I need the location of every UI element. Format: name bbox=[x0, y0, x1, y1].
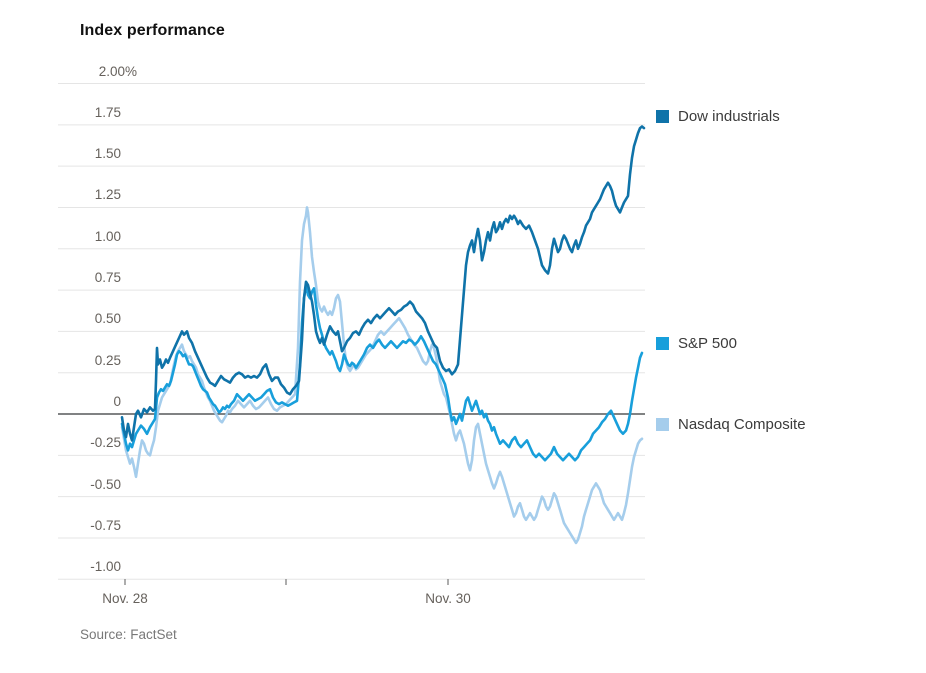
chart-title: Index performance bbox=[80, 22, 225, 39]
y-axis-tick-label: 0.50 bbox=[94, 311, 121, 327]
y-axis-tick-label: 1.00 bbox=[94, 228, 121, 244]
legend-item: Nasdaq Composite bbox=[656, 415, 806, 433]
y-axis-tick-label: 0.25 bbox=[94, 352, 121, 368]
legend-label: Nasdaq Composite bbox=[678, 415, 806, 433]
series-line-nasdaq-composite bbox=[120, 206, 644, 545]
x-axis-tick-label: Nov. 30 bbox=[425, 591, 471, 606]
legend-swatch-icon bbox=[656, 417, 669, 431]
y-axis-tick-label: -0.75 bbox=[90, 517, 121, 533]
y-axis-tick-label: 1.50 bbox=[94, 146, 121, 162]
legend-swatch-icon bbox=[656, 109, 669, 123]
y-axis-tick-label: -0.50 bbox=[90, 476, 121, 492]
y-axis-tick-label: -0.25 bbox=[90, 435, 121, 451]
series-line-dow-industrials bbox=[120, 125, 646, 442]
y-axis-tick-label: 0 bbox=[113, 394, 121, 409]
legend-label: S&P 500 bbox=[678, 334, 737, 352]
source-note: Source: FactSet bbox=[80, 627, 177, 642]
y-axis-tick-label: 1.75 bbox=[94, 104, 121, 120]
series-line-s-p-500 bbox=[120, 283, 644, 462]
legend-swatch-icon bbox=[656, 336, 669, 350]
legend-item: Dow industrials bbox=[656, 107, 780, 125]
y-axis-tick-label: -1.00 bbox=[90, 559, 121, 575]
y-axis-tick-label: 0.75 bbox=[94, 270, 121, 286]
y-axis-tick-label: 1.25 bbox=[94, 187, 121, 203]
y-axis-tick-label: 2.00% bbox=[98, 63, 137, 79]
x-axis-tick-label: Nov. 28 bbox=[102, 591, 148, 606]
legend-label: Dow industrials bbox=[678, 107, 780, 125]
legend-item: S&P 500 bbox=[656, 334, 737, 352]
